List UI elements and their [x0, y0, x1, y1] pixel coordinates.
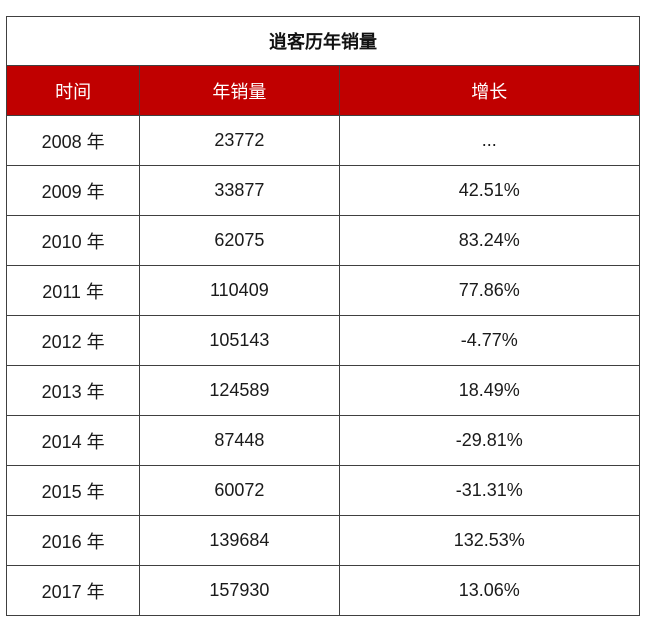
sales-cell: 62075: [139, 215, 340, 266]
sales-cell: 110409: [139, 265, 340, 316]
table-row: 2015 年 60072 -31.31%: [5, 465, 640, 516]
sales-cell: 105143: [139, 315, 340, 366]
table-row: 2017 年 157930 13.06%: [5, 565, 640, 616]
column-header-growth: 增长: [338, 65, 640, 116]
column-header-year: 时间: [5, 65, 141, 116]
table-row: 2010 年 62075 83.24%: [5, 215, 640, 266]
year-cell: 2016 年: [5, 515, 141, 566]
title-row: 逍客历年销量: [6, 16, 640, 66]
table-title: 逍客历年销量: [6, 16, 640, 66]
growth-cell: 132.53%: [338, 515, 640, 566]
growth-cell: -29.81%: [338, 415, 640, 466]
sales-cell: 157930: [139, 565, 340, 616]
growth-cell: 77.86%: [338, 265, 640, 316]
year-cell: 2017 年: [5, 565, 141, 616]
column-header-sales: 年销量: [139, 65, 340, 116]
sales-cell: 60072: [139, 465, 340, 516]
year-cell: 2015 年: [5, 465, 141, 516]
table-row: 2012 年 105143 -4.77%: [5, 315, 640, 366]
table-row: 2009 年 33877 42.51%: [5, 165, 640, 216]
year-cell: 2013 年: [5, 365, 141, 416]
sales-cell: 23772: [139, 115, 340, 166]
sales-cell: 87448: [139, 415, 340, 466]
sales-table-container: 逍客历年销量 时间 年销量 增长 2008 年 23772... 2009 年 338…: [5, 16, 640, 616]
header-row: 时间 年销量 增长: [5, 65, 640, 116]
year-cell: 2012 年: [5, 315, 141, 366]
table-row: 2014 年 87448 -29.81%: [5, 415, 640, 466]
growth-cell: 18.49%: [338, 365, 640, 416]
sales-table: 逍客历年销量 时间 年销量 增长 2008 年 23772... 2009 年 338…: [5, 16, 640, 616]
growth-cell: 42.51%: [338, 165, 640, 216]
growth-cell: 13.06%: [338, 565, 640, 616]
year-cell: 2014 年: [5, 415, 141, 466]
growth-cell: -31.31%: [338, 465, 640, 516]
year-cell: 2009 年: [5, 165, 141, 216]
sales-cell: 33877: [139, 165, 340, 216]
sales-cell: 139684: [139, 515, 340, 566]
year-cell: 2011 年: [5, 265, 141, 316]
growth-cell: -4.77%: [338, 315, 640, 366]
table-row: 2011 年 110409 77.86%: [5, 265, 640, 316]
table-row: 2008 年 23772...: [5, 115, 640, 166]
year-cell: 2008 年: [5, 115, 141, 166]
table-body: 2008 年 23772... 2009 年 33877 42.51% 2010 年 620…: [5, 115, 640, 616]
table-row: 2013 年 124589 18.49%: [5, 365, 640, 416]
growth-cell: 83.24%: [338, 215, 640, 266]
year-cell: 2010 年: [5, 215, 141, 266]
growth-cell: ...: [338, 115, 640, 166]
sales-cell: 124589: [139, 365, 340, 416]
table-row: 2016 年 139684 132.53%: [5, 515, 640, 566]
